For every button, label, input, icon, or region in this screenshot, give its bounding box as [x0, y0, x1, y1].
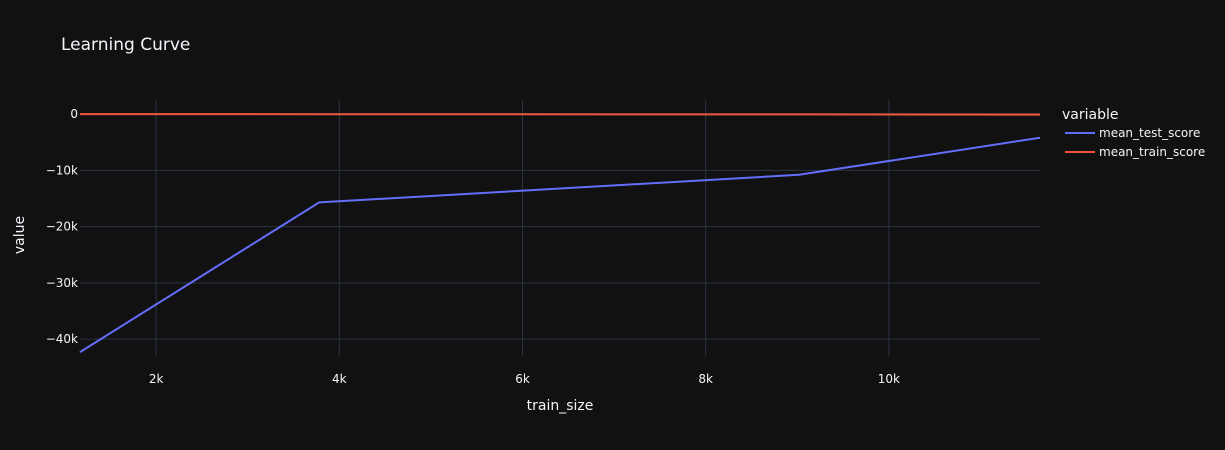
series-line-mean-test-score	[79, 136, 1041, 353]
y-tick-label: −10k	[46, 163, 78, 177]
chart-title: Learning Curve	[61, 35, 190, 55]
x-tick-label: 6k	[515, 372, 530, 386]
legend-label: mean_test_score	[1099, 126, 1200, 140]
y-tick-label: −30k	[46, 276, 78, 290]
legend-items: mean_test_score mean_train_score	[1065, 126, 1205, 159]
legend-label: mean_train_score	[1099, 145, 1205, 159]
legend: variable mean_test_score mean_train_score	[1062, 107, 1205, 159]
legend-title: variable	[1062, 107, 1118, 123]
x-tick-label: 8k	[698, 372, 713, 386]
x-axis-title: train_size	[527, 398, 594, 414]
x-axis-ticks: 2k 4k 6k 8k 10k	[149, 372, 900, 386]
y-tick-label: −40k	[46, 332, 78, 346]
y-tick-label: 0	[70, 107, 78, 121]
y-tick-label: −20k	[46, 220, 78, 234]
x-tick-label: 4k	[332, 372, 347, 386]
y-axis-title: value	[12, 216, 28, 254]
x-tick-label: 10k	[878, 372, 900, 386]
x-tick-label: 2k	[149, 372, 164, 386]
series-line-mean-train-score	[79, 113, 1041, 116]
series-layer	[79, 113, 1041, 353]
y-axis-ticks: 0 −10k −20k −30k −40k	[46, 107, 78, 346]
